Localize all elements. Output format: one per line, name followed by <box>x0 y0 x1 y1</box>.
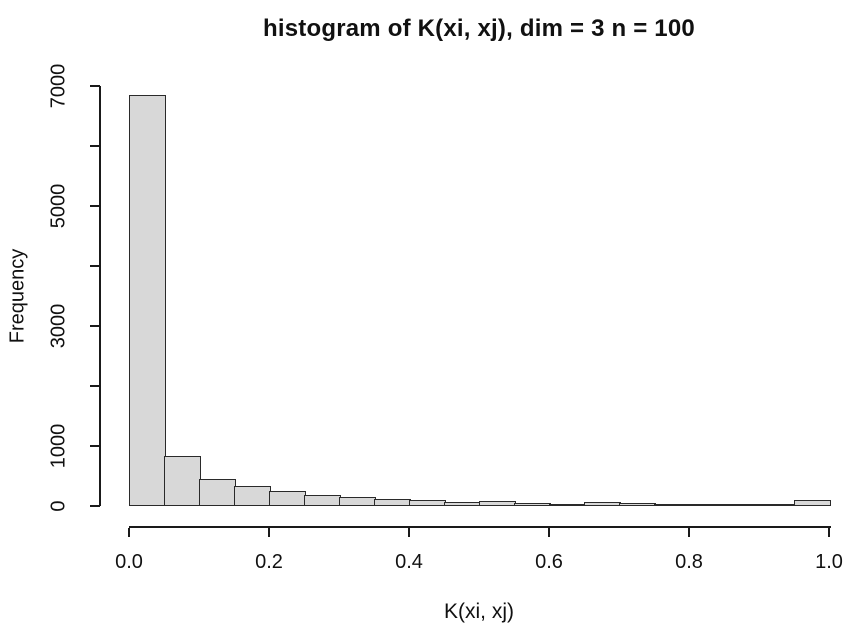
y-axis-tick <box>90 205 100 207</box>
x-axis-tick <box>268 528 270 537</box>
histogram-bar <box>129 95 166 506</box>
y-tick-label: 5000 <box>47 183 70 229</box>
chart-title: histogram of K(xi, xj), dim = 3 n = 100 <box>263 15 695 42</box>
histogram-bar <box>794 500 831 506</box>
histogram-bar <box>619 503 656 506</box>
x-axis-tick <box>408 528 410 537</box>
histogram-bar <box>409 500 446 506</box>
x-tick-label: 0.8 <box>675 551 703 573</box>
x-axis-line <box>129 526 831 528</box>
y-axis-tick <box>90 385 100 387</box>
y-axis-tick <box>90 445 100 447</box>
x-axis-tick <box>688 528 690 537</box>
histogram-bar <box>479 501 516 506</box>
x-tick-label: 1.0 <box>815 551 843 573</box>
histogram-bar <box>584 502 621 506</box>
histogram-bar <box>654 503 691 506</box>
histogram-bar <box>689 503 726 506</box>
histogram-bar <box>269 491 306 506</box>
x-axis-tick <box>828 528 830 537</box>
histogram-bar <box>339 497 376 506</box>
y-axis-tick <box>90 85 100 87</box>
y-tick-label: 7000 <box>47 63 70 109</box>
x-axis-title: K(xi, xj) <box>444 600 514 623</box>
y-tick-label: 1000 <box>47 423 70 469</box>
y-tick-label: 0 <box>47 500 70 512</box>
x-axis-tick <box>128 528 130 537</box>
histogram-bar <box>374 499 411 506</box>
y-axis-tick <box>90 505 100 507</box>
x-tick-label: 0.6 <box>535 551 563 573</box>
x-tick-label: 0.4 <box>395 551 423 573</box>
y-tick-label: 3000 <box>47 303 70 349</box>
histogram-bar <box>514 503 551 506</box>
histogram-bar <box>724 503 761 506</box>
y-axis-tick <box>90 145 100 147</box>
histogram-bar <box>549 503 586 506</box>
x-tick-label: 0.2 <box>255 551 283 573</box>
histogram-bar <box>199 479 236 506</box>
x-axis-tick <box>548 528 550 537</box>
y-axis-title: Frequency <box>6 248 29 344</box>
histogram-bar <box>444 502 481 506</box>
y-axis-tick <box>90 265 100 267</box>
histogram-bar <box>234 485 271 506</box>
y-axis-tick <box>90 325 100 327</box>
histogram-bar <box>164 456 201 506</box>
x-tick-label: 0.0 <box>115 551 143 573</box>
y-axis-line <box>99 86 101 506</box>
histogram-bar <box>759 503 796 506</box>
histogram-bar <box>304 494 341 506</box>
